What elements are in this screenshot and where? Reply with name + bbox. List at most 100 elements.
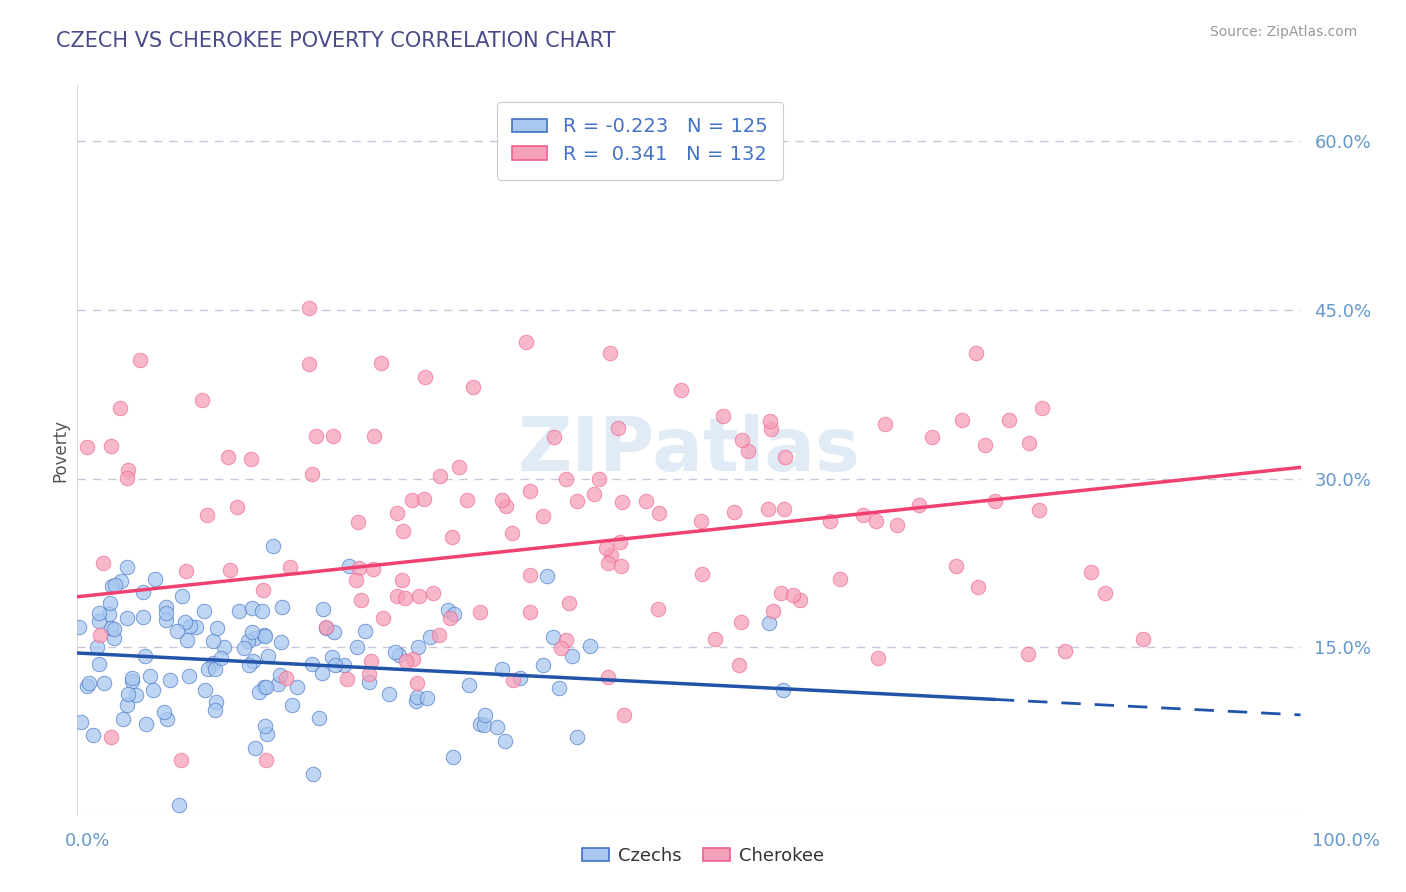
Point: [669, 384, 692, 398]
Point: [129, 352, 152, 367]
Point: [406, 640, 429, 655]
Point: [558, 597, 581, 611]
Point: [197, 663, 219, 677]
Point: [690, 566, 713, 581]
Point: [756, 502, 779, 516]
Point: [360, 654, 382, 668]
Point: [242, 654, 264, 668]
Point: [395, 654, 418, 668]
Point: [468, 605, 491, 619]
Point: [197, 508, 219, 523]
Point: [176, 632, 198, 647]
Point: [422, 586, 444, 600]
Point: [70, 714, 93, 729]
Point: [596, 670, 619, 684]
Point: [134, 648, 156, 663]
Point: [886, 517, 908, 532]
Point: [242, 600, 264, 615]
Point: [509, 671, 531, 685]
Point: [456, 492, 478, 507]
Point: [723, 505, 745, 519]
Point: [240, 451, 263, 466]
Point: [385, 506, 408, 520]
Point: [98, 596, 121, 610]
Point: [408, 589, 430, 603]
Point: [468, 717, 491, 731]
Point: [245, 631, 267, 645]
Point: [115, 611, 138, 625]
Legend: R = -0.223   N = 125, R =  0.341   N = 132: R = -0.223 N = 125, R = 0.341 N = 132: [496, 102, 783, 179]
Point: [280, 560, 302, 574]
Point: [117, 463, 139, 477]
Point: [598, 556, 620, 570]
Point: [636, 494, 658, 508]
Point: [908, 498, 931, 512]
Point: [868, 651, 890, 665]
Point: [254, 753, 277, 767]
Point: [186, 620, 208, 634]
Point: [104, 578, 127, 592]
Point: [361, 562, 384, 576]
Point: [298, 357, 321, 371]
Point: [582, 487, 605, 501]
Point: [311, 602, 333, 616]
Point: [305, 429, 328, 443]
Point: [155, 614, 177, 628]
Point: [472, 718, 495, 732]
Point: [247, 685, 270, 699]
Point: [93, 676, 115, 690]
Point: [315, 619, 337, 633]
Point: [238, 633, 260, 648]
Point: [115, 560, 138, 574]
Text: 0.0%: 0.0%: [65, 831, 110, 849]
Point: [167, 797, 190, 812]
Point: [439, 611, 461, 625]
Point: [179, 618, 201, 632]
Point: [610, 558, 633, 573]
Point: [121, 674, 143, 689]
Point: [110, 574, 132, 589]
Point: [262, 539, 284, 553]
Point: [87, 615, 110, 629]
Point: [385, 589, 408, 603]
Point: [174, 564, 197, 578]
Text: ZIPatlas: ZIPatlas: [517, 414, 860, 487]
Point: [519, 568, 541, 582]
Point: [240, 625, 263, 640]
Point: [730, 433, 752, 447]
Point: [1132, 632, 1154, 647]
Point: [759, 422, 782, 436]
Point: [401, 652, 423, 666]
Point: [315, 621, 337, 635]
Point: [401, 493, 423, 508]
Point: [501, 525, 523, 540]
Point: [166, 624, 188, 638]
Point: [565, 731, 588, 745]
Point: [170, 753, 193, 767]
Point: [76, 440, 98, 454]
Point: [436, 603, 458, 617]
Point: [100, 621, 122, 635]
Point: [238, 657, 260, 672]
Point: [758, 413, 780, 427]
Point: [155, 599, 177, 614]
Point: [139, 669, 162, 683]
Point: [1080, 565, 1102, 579]
Point: [762, 604, 785, 618]
Point: [373, 611, 395, 625]
Point: [415, 691, 437, 706]
Point: [337, 559, 360, 574]
Point: [945, 558, 967, 573]
Point: [851, 508, 873, 523]
Point: [973, 438, 995, 452]
Point: [1028, 502, 1050, 516]
Point: [613, 708, 636, 723]
Point: [232, 640, 254, 655]
Point: [541, 631, 564, 645]
Point: [201, 656, 224, 670]
Point: [111, 712, 134, 726]
Point: [253, 628, 276, 642]
Point: [502, 673, 524, 687]
Point: [267, 677, 290, 691]
Point: [548, 681, 571, 695]
